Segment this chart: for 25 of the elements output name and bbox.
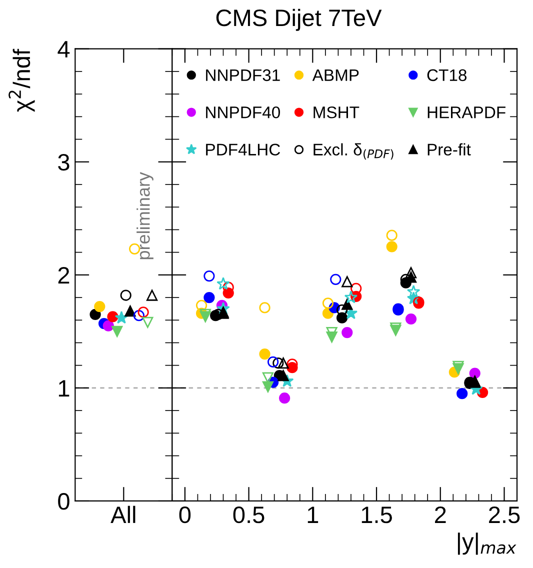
legend-label: Pre-fit [428,143,471,156]
y-tick-label: 1 [58,380,70,396]
x-tick-label: 1.5 [362,506,392,524]
annotation: preliminary [136,172,154,260]
legend-label: HERAPDF [428,106,506,118]
y-tick-label: 0 [58,493,70,510]
x-tick-label: All [110,506,136,523]
legend-label: PDF4LHC [206,144,280,156]
legend-label: NNPDF31 [206,69,280,82]
x-tick-label: 0.5 [233,506,264,524]
y-axis-title: χ$^{2}$/ndf [8,48,35,112]
x-tick-label: 0 [179,506,191,524]
chart-title: CMS Dijet 7TeV [216,8,382,31]
legend-label: ABMP [312,69,359,81]
legend-label: MSHT [314,106,360,118]
x-tick-label: 2.5 [489,506,520,524]
y-tick-label: 3 [58,154,70,171]
x-tick-label: 2 [435,506,446,523]
y-tick-label: 4 [58,41,70,58]
legend-label: CT18 [427,69,467,82]
x-tick-label: 1 [308,506,318,523]
legend-label: Excl. δ$_{(PDF)}$ [314,143,394,160]
x-axis-title: |y|$_{max}$ [458,532,516,555]
legend-label: NNPDF40 [206,106,280,118]
y-tick-label: 2 [58,266,70,284]
